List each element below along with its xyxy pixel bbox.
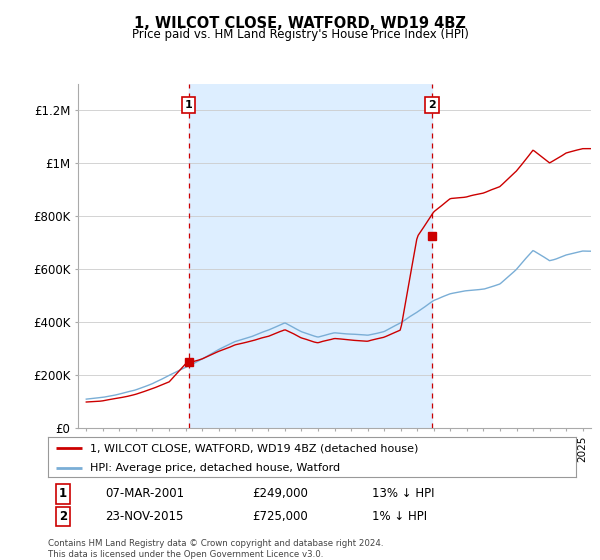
Text: Contains HM Land Registry data © Crown copyright and database right 2024.
This d: Contains HM Land Registry data © Crown c… — [48, 539, 383, 559]
Text: Price paid vs. HM Land Registry's House Price Index (HPI): Price paid vs. HM Land Registry's House … — [131, 28, 469, 41]
Text: 1: 1 — [185, 100, 193, 110]
Text: £249,000: £249,000 — [252, 487, 308, 501]
Text: 23-NOV-2015: 23-NOV-2015 — [105, 510, 184, 523]
Bar — [188, 84, 432, 428]
Text: 2: 2 — [428, 100, 436, 110]
Text: 1% ↓ HPI: 1% ↓ HPI — [372, 510, 427, 523]
Text: 07-MAR-2001: 07-MAR-2001 — [105, 487, 184, 501]
Text: 1: 1 — [59, 487, 67, 501]
Text: 1, WILCOT CLOSE, WATFORD, WD19 4BZ (detached house): 1, WILCOT CLOSE, WATFORD, WD19 4BZ (deta… — [90, 443, 419, 453]
Text: 1, WILCOT CLOSE, WATFORD, WD19 4BZ: 1, WILCOT CLOSE, WATFORD, WD19 4BZ — [134, 16, 466, 31]
Text: 13% ↓ HPI: 13% ↓ HPI — [372, 487, 434, 501]
Text: HPI: Average price, detached house, Watford: HPI: Average price, detached house, Watf… — [90, 463, 340, 473]
Text: 2: 2 — [59, 510, 67, 523]
Text: £725,000: £725,000 — [252, 510, 308, 523]
